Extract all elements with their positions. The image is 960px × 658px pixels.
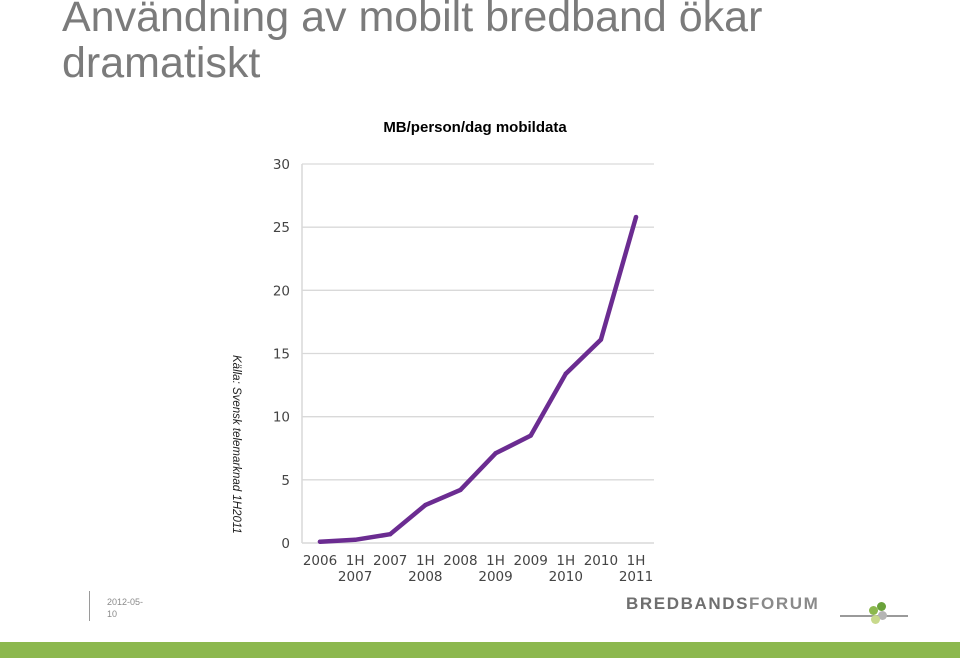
data-point bbox=[458, 487, 463, 493]
bottom-accent-bar bbox=[0, 642, 960, 658]
data-point bbox=[633, 214, 639, 220]
logo-text-part1: BREDBANDS bbox=[626, 594, 750, 613]
y-tick-label: 0 bbox=[281, 536, 290, 552]
series-lines bbox=[317, 214, 639, 544]
y-tick-label: 30 bbox=[273, 157, 290, 173]
x-tick-label: 2006 bbox=[303, 553, 337, 569]
y-tick-label: 15 bbox=[273, 347, 290, 363]
x-tick-label: 2007 bbox=[373, 553, 407, 569]
grid-lines bbox=[302, 163, 654, 481]
y-tick-label: 25 bbox=[273, 220, 290, 236]
footer-date: 2012-05-10 bbox=[107, 597, 144, 619]
chart-title: MB/person/dag mobildata bbox=[383, 119, 567, 136]
y-tick-label: 20 bbox=[273, 283, 290, 299]
y-tick-label: 10 bbox=[273, 410, 290, 426]
footer-divider bbox=[89, 591, 90, 621]
x-tick-label: 1H 2011 bbox=[619, 553, 653, 585]
leaf-logo-icon bbox=[866, 602, 892, 626]
data-point bbox=[563, 371, 568, 376]
x-tick-label: 1H 2007 bbox=[338, 553, 372, 585]
slide-title: Användning av mobilt bredband ökar drama… bbox=[62, 0, 763, 87]
y-tick-label: 5 bbox=[281, 473, 290, 489]
axes bbox=[301, 164, 654, 544]
x-tick-label: 1H 2008 bbox=[408, 553, 442, 585]
x-tick-label: 1H 2009 bbox=[478, 553, 512, 585]
data-point bbox=[528, 433, 533, 438]
series-line bbox=[317, 214, 639, 544]
data-point bbox=[493, 451, 498, 456]
x-tick-label: 2008 bbox=[443, 553, 477, 569]
data-point bbox=[317, 539, 323, 544]
x-tick-label: 2009 bbox=[513, 553, 547, 569]
x-tick-label: 2010 bbox=[584, 553, 618, 569]
data-point bbox=[388, 531, 393, 537]
logo-text-part2: FORUM bbox=[749, 594, 820, 613]
x-tick-label: 1H 2010 bbox=[549, 553, 583, 585]
data-point bbox=[598, 337, 604, 342]
data-point bbox=[423, 502, 428, 508]
bredbandsforum-logo: BREDBANDSFORUM bbox=[626, 594, 819, 614]
data-point bbox=[352, 537, 358, 543]
y-tick-labels: 0 5 10 15 20 25 30 bbox=[273, 157, 290, 552]
